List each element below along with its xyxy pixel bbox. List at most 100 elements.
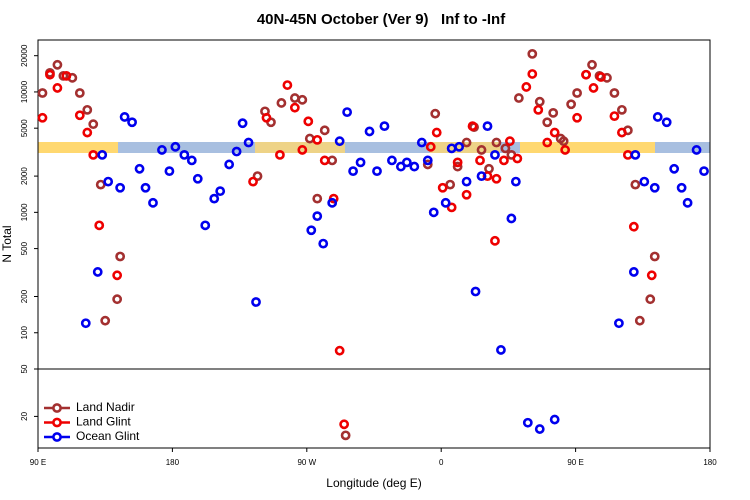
data-point — [74, 88, 85, 98]
y-tick-label: 200 — [20, 289, 29, 303]
data-point — [94, 220, 105, 231]
data-point — [476, 145, 487, 155]
data-point — [596, 72, 606, 82]
data-point — [297, 145, 308, 155]
data-point — [409, 161, 420, 172]
data-point — [504, 136, 515, 147]
data-point — [115, 182, 126, 193]
data-point — [682, 197, 693, 208]
data-point — [164, 166, 175, 177]
data-point — [276, 98, 287, 108]
data-point — [224, 159, 235, 170]
data-point — [521, 82, 532, 92]
data-point — [304, 133, 315, 144]
data-point — [630, 149, 641, 160]
data-point — [566, 99, 577, 110]
data-point — [534, 96, 545, 107]
data-point — [318, 238, 329, 249]
data-point — [652, 112, 663, 122]
data-point — [533, 104, 544, 115]
data-point — [379, 121, 390, 132]
data-point — [452, 157, 463, 168]
y-axis-label: N Total — [0, 225, 14, 262]
data-point — [52, 59, 63, 70]
data-point — [461, 176, 472, 187]
data-point — [243, 137, 254, 148]
data-point — [425, 141, 436, 152]
data-point — [496, 345, 506, 355]
x-axis-label: Longitude (deg E) — [326, 476, 421, 490]
data-point — [430, 108, 441, 119]
data-point — [45, 69, 55, 80]
data-point — [491, 173, 502, 184]
data-point — [334, 136, 345, 147]
data-point — [339, 419, 350, 430]
data-point — [127, 117, 137, 128]
data-point — [237, 118, 248, 129]
data-point — [499, 155, 509, 166]
data-point — [306, 225, 317, 236]
data-point — [630, 179, 641, 190]
data-point — [95, 179, 106, 190]
data-point — [342, 107, 353, 118]
data-point — [445, 179, 456, 190]
data-point — [491, 137, 502, 148]
data-point — [312, 134, 323, 145]
data-point — [327, 197, 338, 208]
data-point — [231, 146, 242, 157]
reference-band — [38, 142, 710, 153]
data-point — [431, 127, 442, 138]
legend-label: Land Glint — [76, 415, 131, 429]
y-tick-label: 100 — [20, 326, 29, 340]
data-point — [186, 155, 197, 166]
data-point — [319, 125, 330, 136]
data-point — [312, 193, 323, 204]
data-point — [74, 110, 85, 121]
data-point — [179, 149, 190, 160]
data-point — [649, 251, 660, 262]
x-tick-label: 180 — [166, 458, 180, 467]
plot-frame — [37, 39, 711, 449]
data-point — [416, 137, 427, 148]
data-point — [527, 48, 538, 59]
data-point — [628, 221, 639, 232]
data-point — [112, 270, 123, 281]
data-point — [327, 155, 338, 166]
data-point — [467, 121, 478, 132]
data-point — [200, 220, 211, 231]
legend-marker — [52, 417, 62, 428]
data-point — [527, 69, 538, 79]
data-point — [699, 166, 709, 177]
data-point — [534, 424, 545, 434]
data-point — [549, 127, 560, 138]
data-point — [82, 104, 93, 115]
data-point — [522, 417, 533, 428]
data-point — [401, 157, 412, 168]
data-point — [289, 102, 300, 113]
x-tick-label: 90 W — [297, 458, 316, 467]
data-point — [112, 294, 123, 305]
data-point — [82, 127, 93, 138]
data-point — [609, 111, 620, 122]
data-point — [588, 83, 599, 93]
data-point — [334, 345, 345, 356]
data-point — [558, 136, 569, 147]
data-point — [645, 294, 656, 305]
data-point — [549, 414, 560, 425]
data-point — [92, 267, 103, 277]
x-tick-label: 90 E — [30, 458, 46, 467]
data-point — [119, 112, 130, 122]
data-point — [248, 176, 258, 187]
data-point — [157, 145, 167, 155]
x-tick-label: 90 E — [567, 458, 583, 467]
data-point — [140, 182, 151, 193]
data-point — [452, 161, 463, 172]
data-point — [461, 137, 472, 148]
data-point — [510, 176, 521, 187]
data-point — [572, 112, 582, 123]
data-point — [340, 430, 351, 441]
legend-label: Land Nadir — [76, 400, 135, 414]
data-point — [628, 267, 639, 277]
data-point — [614, 318, 624, 329]
